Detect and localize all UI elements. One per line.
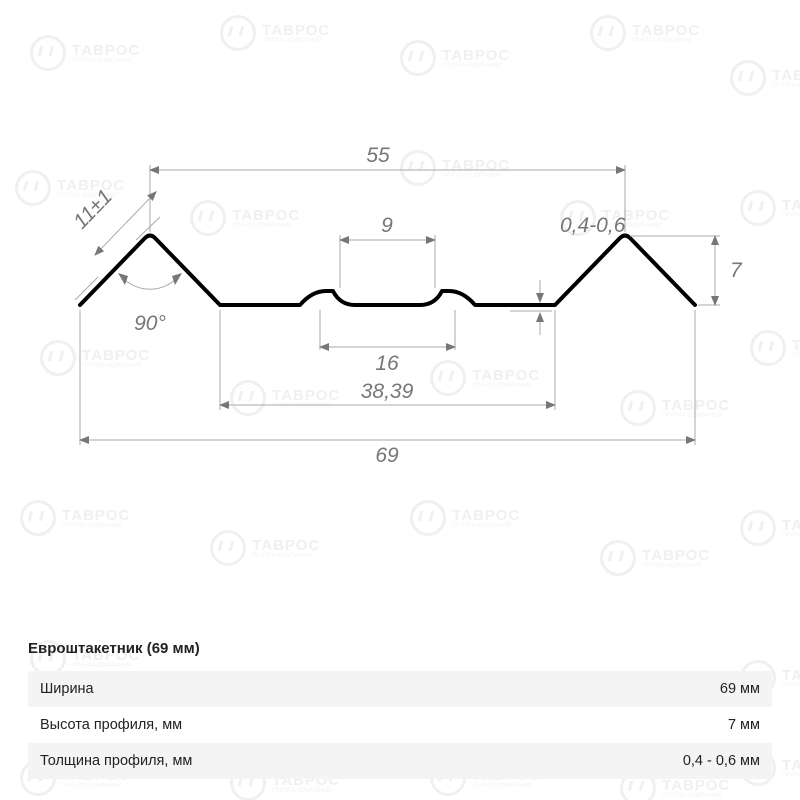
profile-outline — [80, 236, 695, 306]
diagram-svg: 55 9 16 38,39 69 7 0,4-0,6 11±1 90° — [0, 0, 800, 520]
dim-55: 55 — [366, 144, 390, 167]
spec-row: Высота профиля, мм 7 мм — [28, 707, 772, 743]
spec-title: Евроштакетник (69 мм) — [28, 640, 772, 657]
dim-thickness: 0,4-0,6 — [560, 214, 626, 237]
watermark: ТАВРОСГРУППА КОМПАНИЙ — [600, 540, 710, 576]
dim-69: 69 — [375, 444, 399, 467]
dim-9: 9 — [381, 214, 393, 237]
spec-table: Евроштакетник (69 мм) Ширина 69 мм Высота … — [28, 640, 772, 779]
dim-7: 7 — [730, 259, 743, 282]
spec-val: 69 мм — [720, 681, 760, 697]
spec-val: 0,4 - 0,6 мм — [683, 753, 760, 769]
spec-key: Высота профиля, мм — [40, 717, 182, 733]
spec-key: Ширина — [40, 681, 94, 697]
spec-row: Ширина 69 мм — [28, 671, 772, 707]
dim-16: 16 — [375, 352, 399, 375]
watermark: ТАВРОСГРУППА КОМПАНИЙ — [210, 530, 320, 566]
profile-diagram: 55 9 16 38,39 69 7 0,4-0,6 11±1 90° — [0, 0, 800, 520]
spec-val: 7 мм — [728, 717, 760, 733]
spec-key: Толщина профиля, мм — [40, 753, 192, 769]
spec-row: Толщина профиля, мм 0,4 - 0,6 мм — [28, 743, 772, 779]
dim-angle: 90° — [134, 312, 166, 335]
dim-11: 11±1 — [69, 185, 117, 233]
dim-3839: 38,39 — [361, 380, 414, 403]
